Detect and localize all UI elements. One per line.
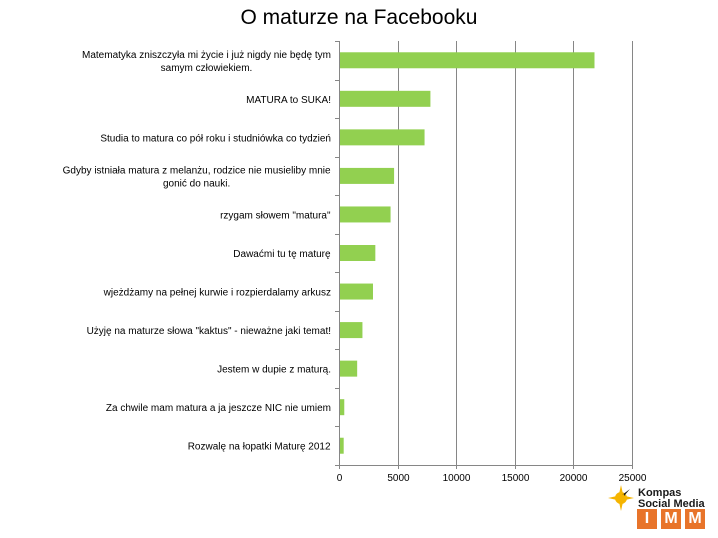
bar bbox=[340, 437, 344, 454]
logo-letter-i: I bbox=[637, 509, 657, 529]
chart-title: O maturze na Facebooku bbox=[240, 6, 478, 29]
category-label-line: Za chwile mam matura a ja jeszcze NIC ni… bbox=[106, 403, 331, 414]
x-tick-label: 25000 bbox=[619, 473, 647, 484]
category-label-line: gonić do nauki. bbox=[163, 178, 230, 189]
category-label-line: Matematyka zniszczyła mi życie i już nig… bbox=[82, 50, 331, 61]
kompas-social-media-logo: Kompas Social Media I M M bbox=[608, 485, 713, 530]
bar bbox=[340, 322, 363, 339]
category-label-line: rzygam słowem "matura" bbox=[220, 210, 331, 221]
category-label-line: Jestem w dupie z maturą. bbox=[217, 365, 331, 376]
bar bbox=[340, 245, 376, 261]
bar bbox=[340, 206, 391, 223]
category-label: MATURA to SUKA! bbox=[246, 95, 331, 106]
category-labels: Matematyka zniszczyła mi życie i już nig… bbox=[63, 50, 331, 453]
bar bbox=[340, 167, 395, 184]
category-label-line: wjeżdżamy na pełnej kurwie i rozpierdala… bbox=[103, 288, 331, 299]
bar bbox=[340, 129, 425, 146]
category-label-line: Dawaćmi tu tę maturę bbox=[233, 249, 331, 260]
logo-letter-m1: M bbox=[661, 509, 681, 529]
category-label: Rozwalę na łopatki Maturę 2012 bbox=[188, 442, 331, 453]
logo-letter-m2: M bbox=[685, 509, 705, 529]
bar bbox=[340, 399, 345, 416]
bar bbox=[340, 360, 358, 377]
x-tick-label: 10000 bbox=[443, 473, 471, 484]
logo-line-1: Kompas bbox=[638, 487, 682, 499]
category-label: Matematyka zniszczyła mi życie i już nig… bbox=[82, 50, 331, 74]
bar bbox=[340, 90, 431, 107]
x-tick-label: 0 bbox=[337, 473, 343, 484]
category-label: Gdyby istniała matura z melanżu, rodzice… bbox=[63, 165, 331, 189]
category-label: Jestem w dupie z maturą. bbox=[217, 365, 331, 376]
category-label: Dawaćmi tu tę maturę bbox=[233, 249, 331, 260]
axes bbox=[335, 41, 633, 469]
logo-line-2: Social Media bbox=[638, 498, 705, 510]
category-label-line: Studia to matura co pół roku i studniówk… bbox=[100, 133, 331, 144]
x-tick-label: 15000 bbox=[502, 473, 530, 484]
tick-labels: 0 5000 10000 15000 20000 25000 bbox=[337, 473, 647, 484]
bar bbox=[340, 283, 373, 300]
category-label-line: samym człowiekiem. bbox=[161, 63, 253, 74]
category-label: wjeżdżamy na pełnej kurwie i rozpierdala… bbox=[103, 288, 331, 299]
category-label-line: MATURA to SUKA! bbox=[246, 95, 331, 106]
bars bbox=[340, 52, 595, 454]
gridlines bbox=[398, 41, 633, 465]
category-label: rzygam słowem "matura" bbox=[220, 210, 331, 221]
category-label: Za chwile mam matura a ja jeszcze NIC ni… bbox=[106, 403, 331, 414]
x-tick-label: 5000 bbox=[387, 473, 410, 484]
category-label-line: Rozwalę na łopatki Maturę 2012 bbox=[188, 442, 331, 453]
sun-icon bbox=[608, 485, 634, 511]
category-label-line: Użyję na maturze słowa "kaktus" - nieważ… bbox=[87, 326, 331, 337]
category-label-line: Gdyby istniała matura z melanżu, rodzice… bbox=[63, 165, 331, 176]
category-label: Użyję na maturze słowa "kaktus" - nieważ… bbox=[87, 326, 331, 337]
category-label: Studia to matura co pół roku i studniówk… bbox=[100, 133, 331, 144]
bar bbox=[340, 52, 595, 69]
x-tick-label: 20000 bbox=[560, 473, 588, 484]
